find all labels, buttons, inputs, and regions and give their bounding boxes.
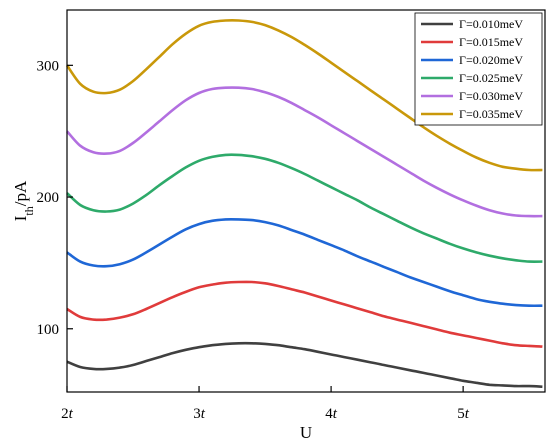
series-line-5 [66, 86, 543, 218]
y-axis-title-sub: th [22, 206, 36, 215]
x-tick-label: 4t [325, 406, 338, 422]
legend-label: Γ=0.020meV [459, 53, 523, 67]
y-axis-title-unit: /pA [11, 180, 30, 206]
y-tick-label: 200 [37, 190, 60, 206]
y-axis-title: Ith/pA [11, 180, 36, 221]
x-tick-label: 3t [193, 406, 206, 422]
series-line-3 [66, 217, 543, 308]
plot-frame [66, 9, 546, 393]
x-tick-label: 5t [457, 406, 470, 422]
legend-label: Γ=0.025meV [459, 71, 523, 85]
legend-label: Γ=0.030meV [459, 89, 523, 103]
y-tick-label: 100 [37, 322, 60, 338]
x-axis: 2t 3t 4t 5t [61, 386, 470, 422]
y-axis: 100 200 300 [37, 58, 73, 338]
legend: Γ=0.010meV Γ=0.015meV Γ=0.020meV Γ=0.025meV… [414, 12, 543, 126]
legend-label: Γ=0.015meV [459, 35, 523, 49]
x-axis-title: U [300, 423, 312, 442]
x-tick-label: 2t [61, 406, 74, 422]
series-line-6 [65, 19, 543, 172]
legend-label: Γ=0.035meV [459, 107, 523, 121]
series-layer [65, 19, 543, 388]
y-axis-title-main: I [11, 215, 30, 221]
y-tick-label: 300 [37, 58, 60, 74]
series-line-2 [66, 280, 543, 348]
series-line-1 [66, 341, 543, 388]
legend-box [414, 12, 543, 126]
legend-label: Γ=0.010meV [459, 17, 523, 31]
series-line-4 [66, 153, 543, 263]
